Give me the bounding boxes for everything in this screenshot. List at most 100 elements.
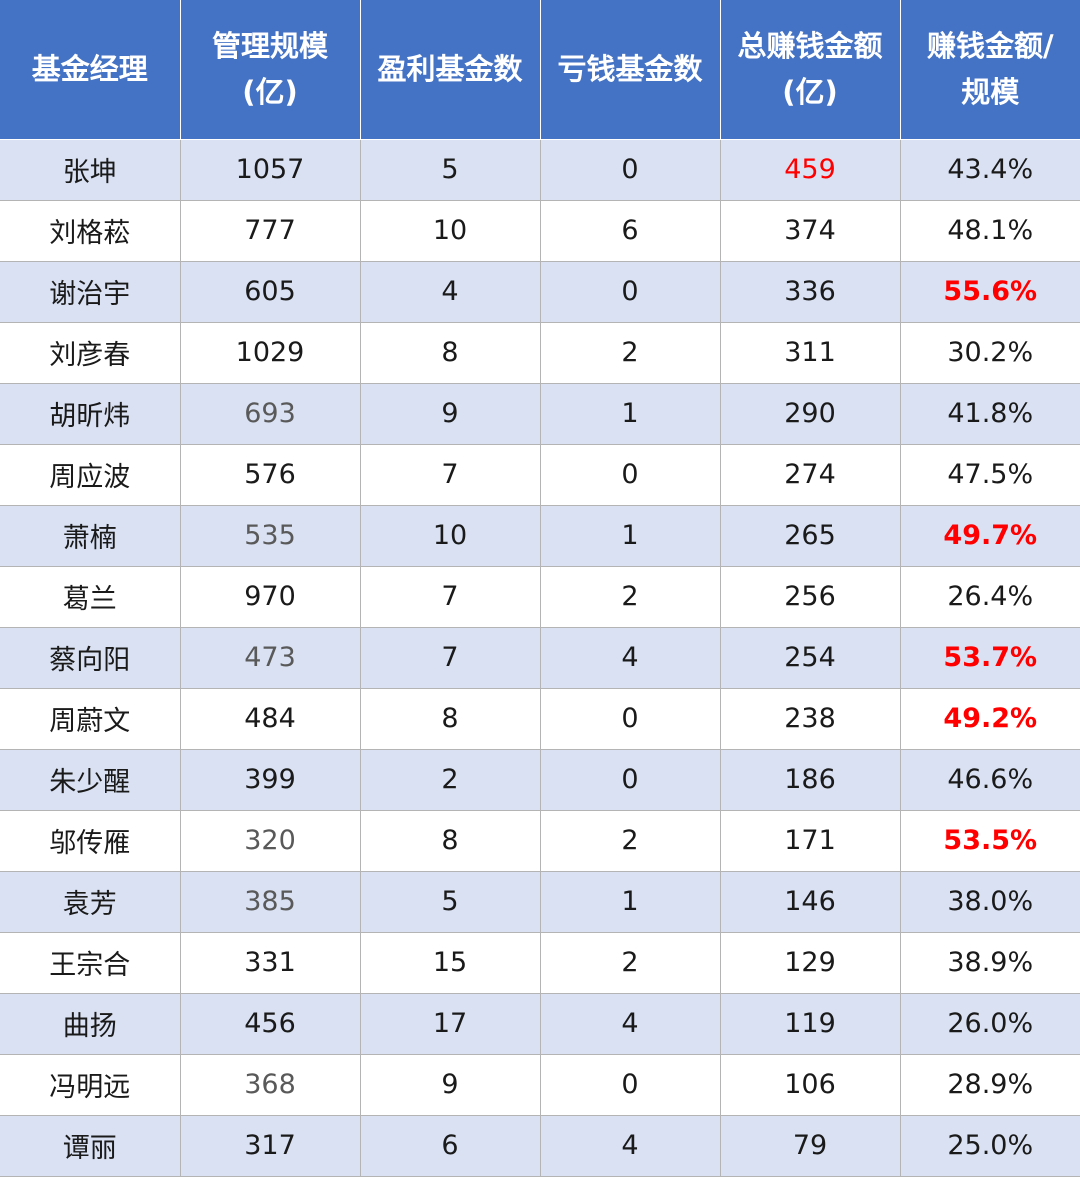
- scale-cell: 535: [180, 505, 361, 567]
- loss-funds-cell: 4: [540, 993, 721, 1055]
- profit-funds-cell: 5: [360, 871, 541, 933]
- profit-funds-cell: 6: [360, 1115, 541, 1177]
- scale-cell: 605: [180, 261, 361, 323]
- table-row: 刘彦春 1029 8 2 311 30.2%: [0, 322, 1080, 384]
- ratio-cell: 49.7%: [900, 505, 1080, 567]
- table-row: 冯明远 368 9 0 106 28.9%: [0, 1054, 1080, 1116]
- scale-cell: 331: [180, 932, 361, 994]
- profit-funds-cell: 8: [360, 810, 541, 872]
- total-earned-cell: 79: [720, 1115, 901, 1177]
- profit-funds-cell: 7: [360, 566, 541, 628]
- scale-cell: 368: [180, 1054, 361, 1116]
- loss-funds-cell: 0: [540, 139, 721, 201]
- ratio-cell: 46.6%: [900, 749, 1080, 811]
- total-earned-cell: 265: [720, 505, 901, 567]
- scale-cell: 399: [180, 749, 361, 811]
- ratio-cell: 30.2%: [900, 322, 1080, 384]
- profit-funds-cell: 17: [360, 993, 541, 1055]
- profit-funds-cell: 2: [360, 749, 541, 811]
- profit-funds-cell: 5: [360, 139, 541, 201]
- scale-cell: 1029: [180, 322, 361, 384]
- scale-cell: 693: [180, 383, 361, 445]
- header-scale: 管理规模 (亿): [180, 0, 361, 140]
- total-earned-cell: 336: [720, 261, 901, 323]
- header-scale-unit: (亿): [242, 75, 298, 110]
- ratio-cell: 55.6%: [900, 261, 1080, 323]
- table-row: 张坤 1057 5 0 459 43.4%: [0, 139, 1080, 201]
- profit-funds-cell: 15: [360, 932, 541, 994]
- manager-name-cell: 周蔚文: [0, 688, 181, 750]
- profit-funds-cell: 9: [360, 383, 541, 445]
- total-earned-cell: 256: [720, 566, 901, 628]
- header-total-earned-unit: (亿): [782, 75, 838, 110]
- loss-funds-cell: 0: [540, 749, 721, 811]
- header-loss-funds: 亏钱基金数: [540, 0, 721, 140]
- table-row: 谭丽 317 6 4 79 25.0%: [0, 1115, 1080, 1177]
- header-total-earned: 总赚钱金额 (亿): [720, 0, 901, 140]
- ratio-cell: 38.9%: [900, 932, 1080, 994]
- profit-funds-cell: 7: [360, 444, 541, 506]
- manager-name-cell: 冯明远: [0, 1054, 181, 1116]
- table-row: 蔡向阳 473 7 4 254 53.7%: [0, 627, 1080, 689]
- scale-cell: 317: [180, 1115, 361, 1177]
- manager-name-cell: 谭丽: [0, 1115, 181, 1177]
- loss-funds-cell: 1: [540, 383, 721, 445]
- manager-name-cell: 曲扬: [0, 993, 181, 1055]
- ratio-cell: 53.5%: [900, 810, 1080, 872]
- total-earned-cell: 106: [720, 1054, 901, 1116]
- loss-funds-cell: 0: [540, 444, 721, 506]
- loss-funds-cell: 0: [540, 688, 721, 750]
- table-row: 朱少醒 399 2 0 186 46.6%: [0, 749, 1080, 811]
- profit-funds-cell: 4: [360, 261, 541, 323]
- scale-cell: 970: [180, 566, 361, 628]
- table-row: 周应波 576 7 0 274 47.5%: [0, 444, 1080, 506]
- table-row: 胡昕炜 693 9 1 290 41.8%: [0, 383, 1080, 445]
- total-earned-cell: 254: [720, 627, 901, 689]
- total-earned-cell: 186: [720, 749, 901, 811]
- ratio-cell: 28.9%: [900, 1054, 1080, 1116]
- loss-funds-cell: 2: [540, 932, 721, 994]
- total-earned-cell: 171: [720, 810, 901, 872]
- profit-funds-cell: 10: [360, 505, 541, 567]
- ratio-cell: 49.2%: [900, 688, 1080, 750]
- loss-funds-cell: 1: [540, 505, 721, 567]
- total-earned-cell: 290: [720, 383, 901, 445]
- total-earned-cell: 311: [720, 322, 901, 384]
- manager-name-cell: 刘格菘: [0, 200, 181, 262]
- ratio-cell: 26.0%: [900, 993, 1080, 1055]
- total-earned-cell: 129: [720, 932, 901, 994]
- table-row: 邬传雁 320 8 2 171 53.5%: [0, 810, 1080, 872]
- manager-name-cell: 胡昕炜: [0, 383, 181, 445]
- ratio-cell: 47.5%: [900, 444, 1080, 506]
- scale-cell: 456: [180, 993, 361, 1055]
- header-ratio-label-2: 规模: [961, 75, 1020, 110]
- ratio-cell: 53.7%: [900, 627, 1080, 689]
- manager-name-cell: 周应波: [0, 444, 181, 506]
- table-row: 谢治宇 605 4 0 336 55.6%: [0, 261, 1080, 323]
- ratio-cell: 41.8%: [900, 383, 1080, 445]
- ratio-cell: 43.4%: [900, 139, 1080, 201]
- total-earned-cell: 146: [720, 871, 901, 933]
- total-earned-cell: 374: [720, 200, 901, 262]
- table-row: 袁芳 385 5 1 146 38.0%: [0, 871, 1080, 933]
- manager-name-cell: 张坤: [0, 139, 181, 201]
- scale-cell: 473: [180, 627, 361, 689]
- table-row: 曲扬 456 17 4 119 26.0%: [0, 993, 1080, 1055]
- header-manager-label: 基金经理: [31, 52, 148, 87]
- header-manager: 基金经理: [0, 0, 181, 140]
- header-total-earned-label: 总赚钱金额: [737, 29, 883, 64]
- total-earned-cell: 238: [720, 688, 901, 750]
- profit-funds-cell: 8: [360, 688, 541, 750]
- ratio-cell: 26.4%: [900, 566, 1080, 628]
- header-loss-funds-label: 亏钱基金数: [557, 52, 703, 87]
- table-row: 葛兰 970 7 2 256 26.4%: [0, 566, 1080, 628]
- table-row: 刘格菘 777 10 6 374 48.1%: [0, 200, 1080, 262]
- manager-name-cell: 谢治宇: [0, 261, 181, 323]
- loss-funds-cell: 2: [540, 566, 721, 628]
- table-row: 王宗合 331 15 2 129 38.9%: [0, 932, 1080, 994]
- scale-cell: 484: [180, 688, 361, 750]
- manager-name-cell: 葛兰: [0, 566, 181, 628]
- loss-funds-cell: 2: [540, 322, 721, 384]
